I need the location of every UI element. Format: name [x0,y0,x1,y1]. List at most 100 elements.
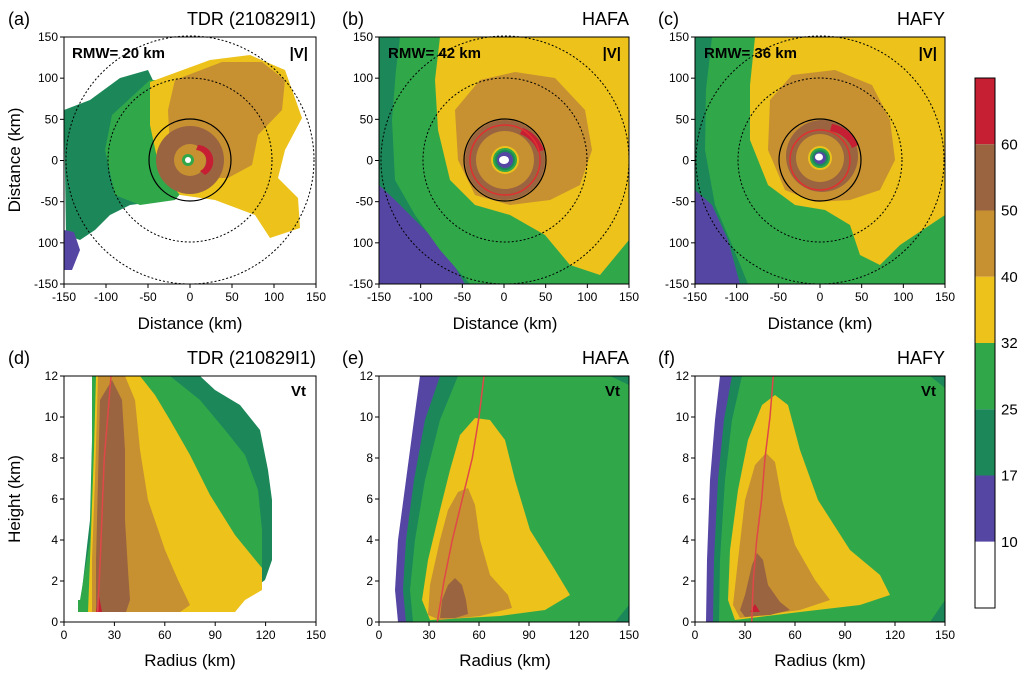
ring-100-a [107,77,273,243]
rmw-line-f [750,375,775,623]
y-tick-label: 150 [669,30,689,44]
field-c [695,37,945,284]
x-tick-label: 50 [855,290,869,304]
x-tick-label: -150 [52,290,76,304]
colorbar-swatch [975,276,995,343]
x-tick-label: 150 [619,628,639,642]
y-tick-label: 100 [669,236,689,250]
y-tick-label: 0 [682,154,689,168]
rmw-label-c: RMW= 36 km [704,45,797,62]
band-60-b [520,128,544,152]
x-tick-label: -50 [139,290,157,304]
yticks-c: 150 100 50 0 -50 100 -150 [665,30,695,291]
y-tick-label: 10 [45,410,59,424]
ring-150-c [695,35,945,285]
x-tick-label: -100 [725,290,749,304]
ring-50-c [778,118,862,202]
x-tick-label: 0 [817,290,824,304]
x-tick-label: -150 [367,290,391,304]
y-tick-label: 2 [51,574,58,588]
field-a [64,55,302,270]
panel-title-b: HAFA [582,9,629,29]
xlabel-a: Distance (km) [138,314,243,333]
rmw-circle-c [789,129,851,191]
colorbar-tick-label: 50 [1001,203,1018,220]
band-10-b [379,185,465,284]
x-tick-label: -100 [94,290,118,304]
x-tick-label: 150 [306,290,326,304]
panel-a: (a) TDR (210829I1) RMW= 20 km |V| Distan… [5,9,326,333]
field-label-e: Vt [605,383,620,400]
y-tick-label: 6 [366,492,373,506]
y-tick-label: 100 [353,236,373,250]
field-label-b: |V| [603,45,621,62]
xticks-d: 0 30 60 90 120 150 [61,622,326,642]
x-tick-label: 60 [472,628,486,642]
y-tick-label: 8 [51,451,58,465]
y-tick-label: 0 [366,154,373,168]
xlabel-f: Radius (km) [774,651,866,670]
rmw-line-d [96,375,112,612]
colorbar-tick-label: 32 [1001,335,1018,352]
y-tick-label: 10 [676,410,690,424]
xlabel-d: Radius (km) [144,651,236,670]
field-f [706,376,945,622]
band-60-c [830,124,858,148]
y-tick-label: 12 [360,369,374,383]
panel-label-a: (a) [8,9,30,29]
rmw-label-b: RMW= 42 km [388,45,481,62]
y-tick-label: 0 [51,615,58,629]
y-tick-label: 50 [360,112,374,126]
x-tick-label: 90 [209,628,223,642]
eye-b [499,156,509,164]
y-tick-label: 2 [366,574,373,588]
x-tick-label: -50 [454,290,472,304]
y-tick-label: 100 [38,71,58,85]
yticks-b: 150 100 50 0 -50 100 -150 [349,30,379,291]
rmw-line-e [436,375,485,623]
xlabel-b: Distance (km) [453,314,558,333]
x-tick-label: 120 [569,628,589,642]
field-label-a: |V| [290,45,308,62]
y-tick-label: -150 [34,277,58,291]
rmw-label-a: RMW= 20 km [72,45,165,62]
y-tick-label: 0 [366,615,373,629]
xticks-a: -150 -100 -50 0 50 100 150 [52,284,326,304]
x-tick-label: 0 [187,290,194,304]
x-tick-label: 0 [376,628,383,642]
y-tick-label: 50 [676,112,690,126]
colorbar: 60 50 40 32 25 17 10 [974,77,1018,609]
y-tick-label: 100 [669,71,689,85]
x-tick-label: 50 [539,290,553,304]
y-tick-label: 150 [353,30,373,44]
x-tick-label: 120 [256,628,276,642]
xticks-f: 0 30 60 90 120 150 [692,622,955,642]
field-e [395,376,629,622]
ring-150-a [65,35,315,285]
x-tick-label: 90 [838,628,852,642]
colorbar-frame [974,77,996,609]
y-tick-label: 12 [45,369,59,383]
panel-label-c: (c) [658,9,679,29]
y-tick-label: 50 [45,112,59,126]
colorbar-swatch [975,409,995,476]
x-tick-label: 30 [738,628,752,642]
fringe-d [78,600,82,612]
x-tick-label: 90 [522,628,536,642]
ring-50-b [463,118,547,202]
y-tick-label: 4 [366,533,373,547]
rmw-circle-b [469,124,541,196]
xticks-e: 0 30 60 90 120 150 [376,622,639,642]
y-tick-label: 150 [38,30,58,44]
eye-c [815,153,823,161]
x-tick-label: 100 [893,290,913,304]
field-b [379,37,629,284]
y-tick-label: 6 [51,492,58,506]
x-tick-label: 100 [264,290,284,304]
yticks-f: 0 2 4 6 8 10 12 [676,369,695,629]
ylabel-a: Distance (km) [5,108,24,213]
x-tick-label: 100 [577,290,597,304]
y-tick-label: 6 [682,492,689,506]
y-tick-label: 4 [51,533,58,547]
y-tick-label: 100 [353,71,373,85]
